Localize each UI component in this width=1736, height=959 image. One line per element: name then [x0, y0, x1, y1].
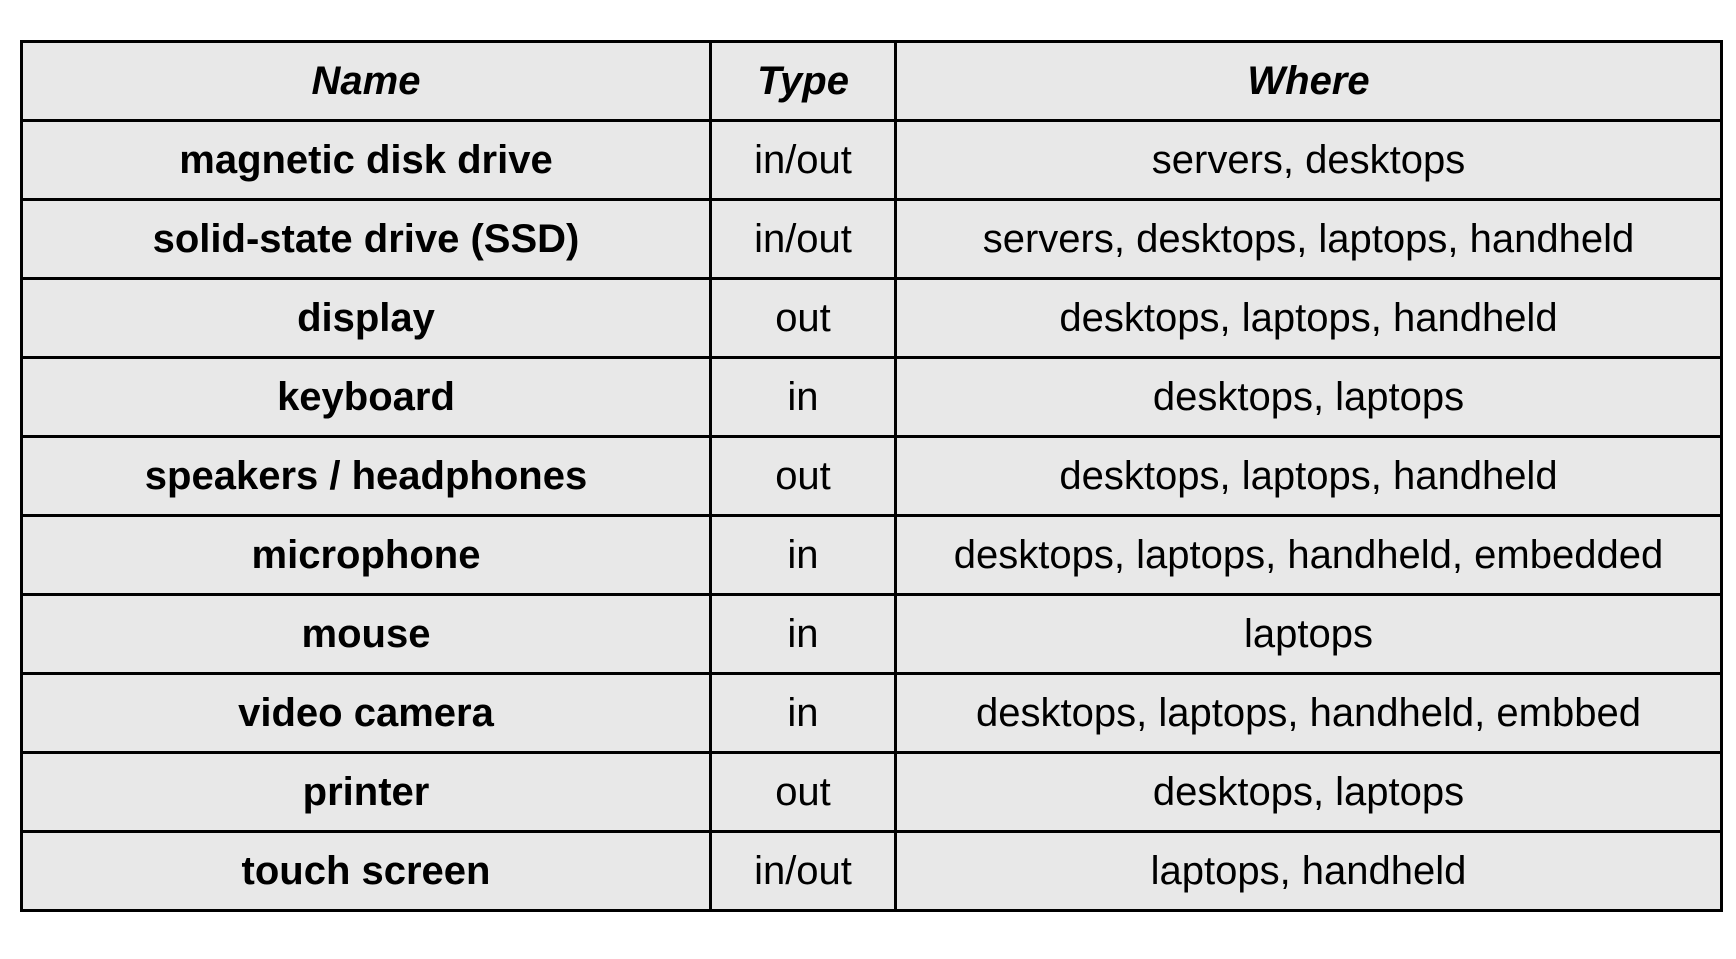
table-row: mouse in laptops [20, 593, 1723, 675]
device-type-cell: in [709, 356, 897, 438]
device-type-cell: in/out [709, 830, 897, 912]
device-where-cell: desktops, laptops, handheld, embbed [894, 672, 1723, 754]
table-row: solid-state drive (SSD) in/out servers, … [20, 198, 1723, 280]
device-where-cell: desktops, laptops [894, 356, 1723, 438]
device-name-cell: video camera [20, 672, 712, 754]
table-header-row: Name Type Where [20, 40, 1723, 122]
device-type-cell: out [709, 277, 897, 359]
device-where-cell: desktops, laptops, handheld [894, 435, 1723, 517]
device-where-cell: servers, desktops, laptops, handheld [894, 198, 1723, 280]
device-name-cell: display [20, 277, 712, 359]
column-header-type: Type [709, 40, 897, 122]
table-row: speakers / headphones out desktops, lapt… [20, 435, 1723, 517]
device-name-cell: mouse [20, 593, 712, 675]
device-table: Name Type Where magnetic disk drive in/o… [20, 40, 1723, 912]
table-row: microphone in desktops, laptops, handhel… [20, 514, 1723, 596]
device-type-cell: in [709, 514, 897, 596]
table-row: video camera in desktops, laptops, handh… [20, 672, 1723, 754]
device-name-cell: keyboard [20, 356, 712, 438]
device-name-cell: touch screen [20, 830, 712, 912]
device-where-cell: servers, desktops [894, 119, 1723, 201]
device-where-cell: desktops, laptops, handheld [894, 277, 1723, 359]
device-where-cell: laptops, handheld [894, 830, 1723, 912]
column-header-where: Where [894, 40, 1723, 122]
device-type-cell: out [709, 751, 897, 833]
device-where-cell: desktops, laptops [894, 751, 1723, 833]
table-row: display out desktops, laptops, handheld [20, 277, 1723, 359]
table-row: printer out desktops, laptops [20, 751, 1723, 833]
device-where-cell: desktops, laptops, handheld, embedded [894, 514, 1723, 596]
device-type-cell: in/out [709, 198, 897, 280]
device-name-cell: magnetic disk drive [20, 119, 712, 201]
device-type-cell: out [709, 435, 897, 517]
device-name-cell: speakers / headphones [20, 435, 712, 517]
table-row: keyboard in desktops, laptops [20, 356, 1723, 438]
device-name-cell: microphone [20, 514, 712, 596]
table-row: touch screen in/out laptops, handheld [20, 830, 1723, 912]
device-type-cell: in [709, 593, 897, 675]
device-type-cell: in/out [709, 119, 897, 201]
device-type-cell: in [709, 672, 897, 754]
device-where-cell: laptops [894, 593, 1723, 675]
table-row: magnetic disk drive in/out servers, desk… [20, 119, 1723, 201]
device-name-cell: printer [20, 751, 712, 833]
device-table-container: Name Type Where magnetic disk drive in/o… [20, 40, 1723, 912]
column-header-name: Name [20, 40, 712, 122]
device-name-cell: solid-state drive (SSD) [20, 198, 712, 280]
